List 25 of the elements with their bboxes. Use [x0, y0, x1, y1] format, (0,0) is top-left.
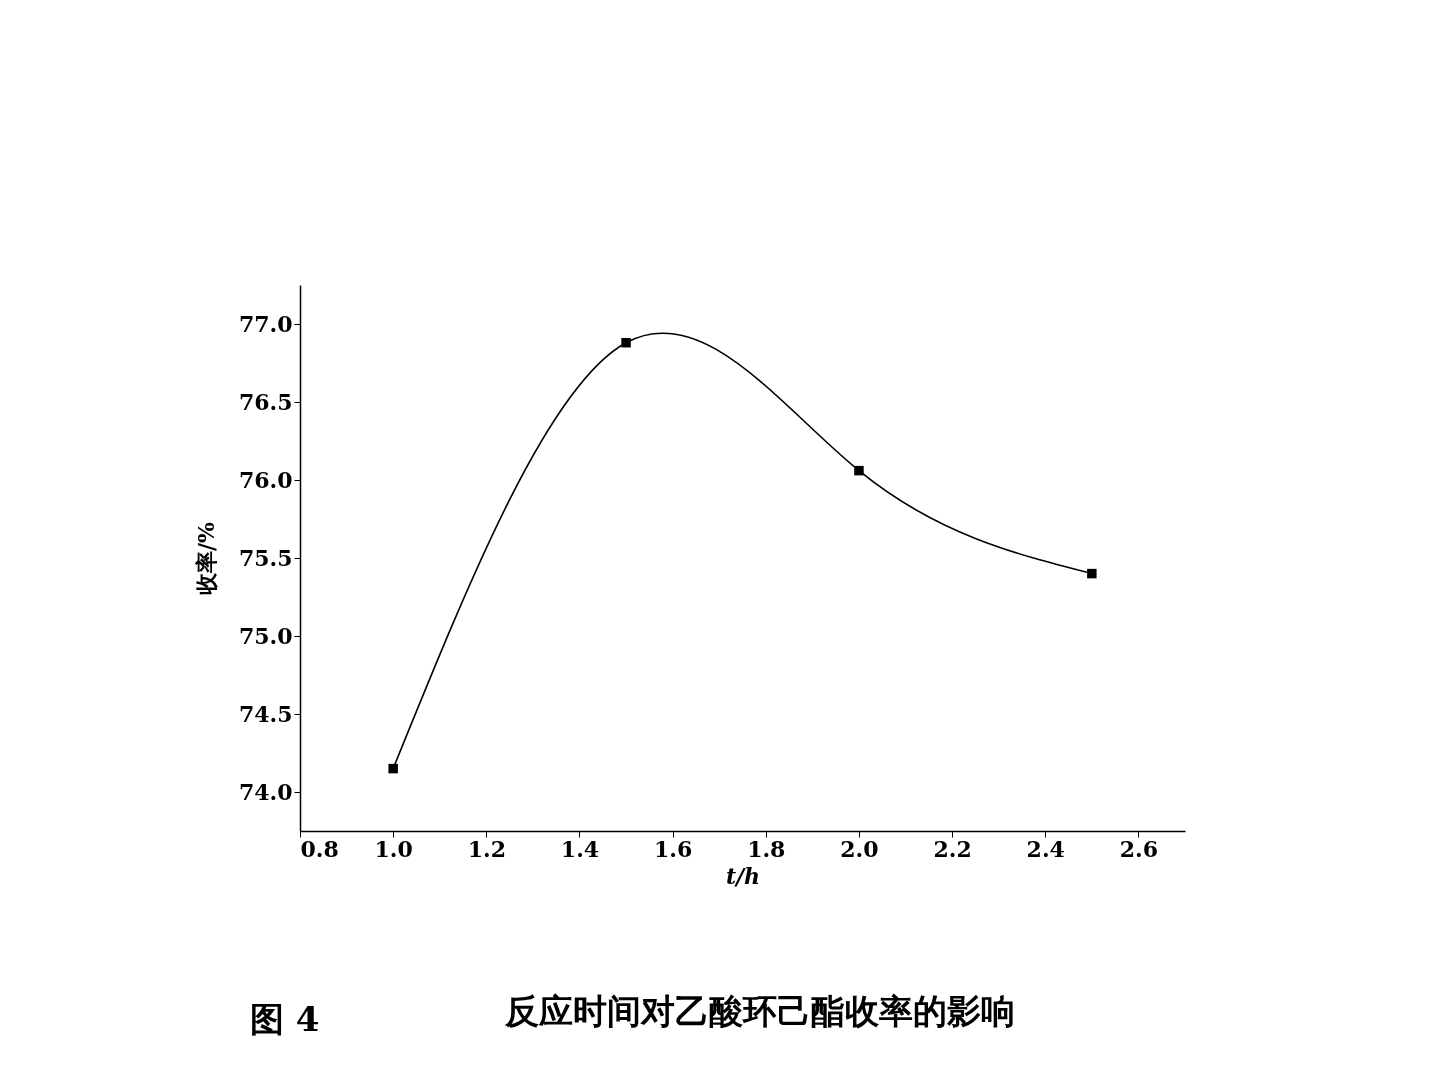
x-tick-label: 2.0	[840, 835, 879, 862]
x-tick-label: 1.4	[560, 835, 600, 862]
y-tick-label: 74.5	[238, 700, 293, 727]
point	[854, 465, 864, 476]
x-tick-label: 1.0	[374, 835, 413, 862]
y-tick-label: 75.0	[238, 622, 293, 649]
y-tick-label: 74.0	[238, 778, 293, 805]
x-tick-label: 0.8	[300, 835, 339, 862]
point	[388, 763, 398, 774]
x-tick-label: 1.8	[747, 835, 786, 862]
y-axis-title: 收率/%	[192, 521, 219, 595]
text: 反应时间对乙酸环己酯收率的影响	[504, 991, 1015, 1031]
x-tick-label: 2.4	[1026, 835, 1065, 862]
y-tick-label: 77.0	[238, 310, 293, 337]
x-tick-label: 1.6	[653, 835, 693, 862]
y-tick-label: 76.5	[238, 388, 293, 415]
x-axis-title: t/h	[725, 862, 761, 889]
x-tick-label: 2.2	[933, 835, 972, 862]
y-tick-label: 75.5	[238, 544, 293, 571]
point	[1087, 568, 1097, 579]
point	[621, 337, 631, 348]
y-tick-label: 76.0	[238, 466, 293, 493]
x-tick-label: 2.6	[1119, 835, 1159, 862]
x-tick-label: 1.2	[467, 835, 506, 862]
caption: 图 4	[250, 999, 320, 1039]
